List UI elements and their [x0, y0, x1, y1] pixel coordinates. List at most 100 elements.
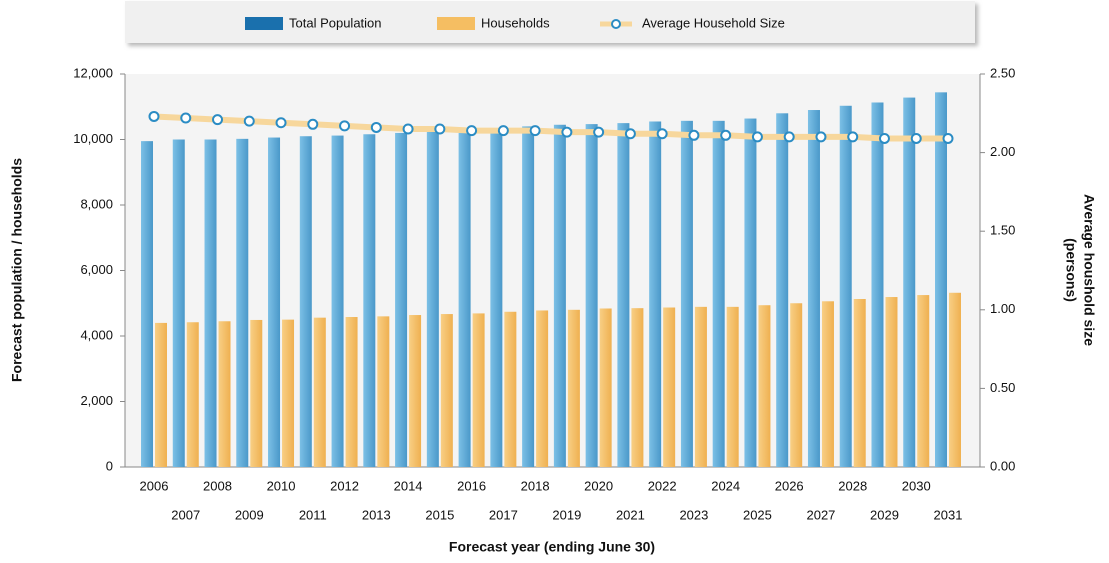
bar	[694, 306, 707, 467]
x-tick-label: 2021	[616, 507, 645, 522]
bar	[663, 307, 676, 467]
line-point	[815, 131, 827, 143]
bar	[268, 137, 281, 467]
x-tick-label: 2028	[838, 478, 867, 493]
bar	[599, 308, 612, 467]
bar	[839, 105, 852, 467]
line-point	[466, 125, 478, 137]
line-point	[942, 132, 954, 144]
y-tick-label: 4,000	[80, 327, 113, 342]
bar	[490, 128, 503, 467]
bar	[395, 132, 408, 467]
x-tick-label: 2024	[711, 478, 740, 493]
x-tick-label: 2029	[870, 507, 899, 522]
x-tick-label: 2011	[299, 507, 327, 522]
bar	[935, 92, 947, 467]
x-tick-label: 2019	[552, 507, 581, 522]
bar	[821, 301, 834, 467]
line-point	[434, 123, 446, 135]
x-tick-label: 2009	[235, 507, 264, 522]
bar	[504, 311, 517, 467]
line-point	[561, 126, 573, 138]
line-point	[593, 126, 605, 138]
x-tick-label: 2006	[140, 478, 169, 493]
bar	[853, 298, 866, 467]
line-point	[307, 118, 319, 130]
bar	[141, 141, 153, 467]
x-tick-label: 2025	[743, 507, 772, 522]
y-tick-label: 8,000	[80, 196, 113, 211]
bar	[522, 126, 535, 468]
bar	[409, 315, 422, 467]
y2-tick-label: 2.00	[990, 144, 1015, 159]
x-tick-label: 2018	[521, 478, 550, 493]
y2-tick-label: 1.50	[990, 223, 1015, 238]
x-tick-label: 2031	[934, 507, 963, 522]
line-point	[180, 112, 192, 124]
bar	[172, 139, 185, 467]
bar	[536, 310, 549, 467]
y-tick-label: 2,000	[80, 393, 113, 408]
line-point	[688, 129, 700, 141]
x-tick-label: 2023	[679, 507, 708, 522]
bar	[949, 292, 961, 467]
line-point	[847, 131, 859, 143]
bar	[472, 313, 485, 467]
bar	[458, 129, 471, 468]
bar	[331, 135, 344, 467]
x-tick-label: 2027	[806, 507, 835, 522]
bar	[617, 123, 630, 467]
x-tick-label: 2007	[171, 507, 200, 522]
y-tick-label: 10,000	[73, 131, 113, 146]
line-point	[529, 125, 541, 137]
line-point	[212, 114, 224, 126]
x-tick-label: 2012	[330, 478, 359, 493]
bar	[903, 97, 916, 467]
bar	[726, 306, 739, 467]
legend-label: Average Household Size	[642, 15, 785, 30]
bar	[236, 138, 249, 467]
line-point	[275, 117, 287, 129]
line-point	[656, 128, 668, 140]
x-tick-label: 2022	[648, 478, 677, 493]
x-tick-label: 2014	[394, 478, 423, 493]
bar	[567, 309, 580, 467]
x-tick-label: 2017	[489, 507, 518, 522]
bar	[313, 317, 326, 467]
line-point	[243, 115, 255, 127]
x-tick-label: 2026	[775, 478, 804, 493]
line-point	[783, 131, 795, 143]
y2-tick-label: 1.00	[990, 301, 1015, 316]
bar	[218, 321, 231, 467]
line-point	[878, 132, 890, 144]
line-point	[497, 125, 509, 137]
y2-tick-label: 2.50	[990, 65, 1015, 80]
line-point	[339, 120, 351, 132]
y-tick-label: 0	[106, 458, 113, 473]
legend-swatch	[437, 17, 475, 30]
x-tick-label: 2010	[267, 478, 296, 493]
bar	[758, 305, 771, 467]
bar	[631, 308, 644, 467]
y2-axis-title: Average houshold size	[1081, 194, 1097, 346]
bar	[250, 319, 263, 467]
bar	[649, 121, 662, 468]
legend-label: Total Population	[289, 15, 382, 30]
bar	[282, 319, 295, 467]
line-point	[148, 110, 160, 122]
bar	[299, 136, 312, 467]
bar	[744, 118, 757, 467]
bar	[155, 322, 167, 467]
x-tick-label: 2020	[584, 478, 613, 493]
x-tick-label: 2013	[362, 507, 391, 522]
bar	[917, 295, 930, 467]
bar	[585, 124, 598, 468]
bar	[377, 316, 390, 467]
bar	[680, 120, 693, 468]
bar	[186, 322, 199, 467]
y2-tick-label: 0.50	[990, 380, 1015, 395]
bar	[790, 303, 803, 467]
bar	[871, 102, 884, 468]
bar	[807, 110, 820, 468]
